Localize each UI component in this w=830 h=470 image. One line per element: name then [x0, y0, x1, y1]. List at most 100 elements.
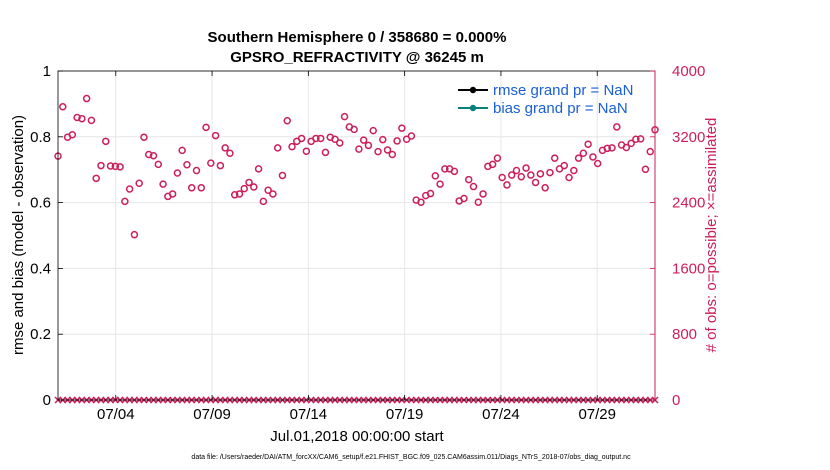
possible-obs-point	[541, 184, 549, 192]
possible-obs-point	[82, 94, 91, 103]
possible-obs-point	[383, 146, 392, 154]
possible-obs-point	[216, 161, 225, 170]
possible-obs-point	[135, 179, 143, 188]
possible-obs-point	[230, 191, 239, 199]
possible-obs-point	[226, 149, 234, 157]
possible-obs-point	[488, 160, 497, 169]
left-y-tick-label: 0	[43, 392, 51, 409]
possible-obs-point	[507, 171, 516, 179]
possible-obs-point	[546, 168, 554, 177]
possible-obs-point	[431, 172, 440, 180]
possible-obs-point	[393, 137, 401, 145]
possible-obs-point	[192, 166, 201, 175]
possible-obs-point	[550, 154, 559, 162]
x-tick-label: 07/29	[578, 406, 616, 423]
possible-obs-point	[603, 144, 611, 153]
left-y-tick-label: 0.8	[30, 129, 51, 146]
possible-obs-point	[522, 164, 530, 172]
possible-obs-point	[211, 131, 220, 140]
right-y-axis-ticks: 0 800 1600 2400 3200 4000	[650, 63, 705, 409]
possible-obs-point	[288, 142, 296, 151]
legend-bias-marker	[469, 104, 477, 112]
possible-obs-point	[207, 159, 215, 167]
left-y-tick-label: 0.4	[30, 260, 51, 277]
right-y-tick-label: 3200	[672, 129, 705, 146]
possible-obs-point	[78, 114, 86, 123]
possible-obs-point	[68, 130, 77, 139]
possible-obs-point	[641, 165, 650, 174]
right-y-tick-label: 0	[672, 392, 680, 409]
possible-obs-point	[517, 172, 526, 181]
possible-obs-point	[269, 190, 277, 198]
possible-obs-point	[632, 135, 640, 144]
possible-obs-point	[154, 160, 163, 169]
legend-rmse-label: rmse grand pr = NaN	[493, 82, 633, 99]
possible-obs-series	[54, 94, 659, 239]
possible-obs-point	[97, 161, 105, 170]
possible-obs-point	[608, 144, 616, 152]
possible-obs-point	[202, 123, 210, 132]
possible-obs-point	[364, 141, 373, 150]
possible-obs-point	[331, 135, 339, 144]
possible-obs-point	[479, 190, 487, 198]
possible-obs-point	[121, 197, 129, 206]
possible-obs-point	[125, 185, 134, 193]
possible-obs-point	[627, 139, 635, 148]
x-tick-label: 07/09	[193, 406, 231, 423]
possible-obs-point	[398, 124, 406, 132]
possible-obs-point	[369, 126, 377, 135]
possible-obs-point	[259, 197, 268, 206]
possible-obs-point	[250, 183, 258, 191]
possible-obs-point	[168, 190, 177, 198]
x-axis-label: Jul.01,2018 00:00:00 start	[270, 428, 444, 445]
possible-obs-point	[441, 165, 449, 173]
possible-obs-point	[92, 174, 100, 183]
possible-obs-point	[565, 173, 573, 182]
left-y-axis-ticks: 0 0.2 0.4 0.6 0.8 1	[30, 63, 63, 409]
possible-obs-point	[187, 184, 196, 192]
legend-rmse-marker	[469, 86, 477, 94]
possible-obs-point	[183, 161, 191, 169]
right-y-axis-label: # of obs: o=possible; ×=assimilated	[703, 118, 720, 353]
left-y-tick-label: 1	[43, 63, 51, 80]
possible-obs-point	[474, 198, 483, 206]
possible-obs-point	[111, 162, 120, 171]
possible-obs-point	[527, 171, 535, 179]
x-tick-label: 07/19	[386, 406, 424, 423]
x-tick-label: 07/14	[290, 406, 328, 423]
possible-obs-point	[622, 143, 631, 152]
possible-obs-point	[197, 184, 206, 192]
possible-obs-point	[159, 180, 167, 188]
possible-obs-point	[283, 117, 291, 125]
data-file-footnote: data file: /Users/raeder/DAI/ATM_forcXX/…	[191, 454, 631, 461]
chart-title: Southern Hemisphere 0 / 358680 = 0.000%	[208, 29, 507, 46]
possible-obs-point	[87, 116, 96, 125]
possible-obs-point	[73, 113, 81, 122]
possible-obs-point	[340, 112, 349, 121]
possible-obs-point	[359, 136, 368, 144]
possible-obs-point	[173, 169, 182, 177]
possible-obs-point	[316, 134, 325, 143]
possible-obs-point	[436, 180, 444, 188]
possible-obs-point	[149, 151, 158, 160]
possible-obs-point	[336, 139, 344, 147]
possible-obs-point	[531, 178, 540, 187]
possible-obs-point	[273, 144, 282, 152]
right-y-tick-label: 1600	[672, 260, 705, 277]
right-y-tick-label: 2400	[672, 195, 705, 212]
possible-obs-point	[116, 163, 124, 171]
legend-bias-label: bias grand pr = NaN	[493, 100, 628, 117]
possible-obs-point	[254, 165, 263, 173]
possible-obs-point	[264, 186, 272, 195]
plot-area	[58, 71, 655, 400]
possible-obs-point	[460, 194, 468, 203]
possible-obs-point	[584, 140, 592, 148]
possible-obs-point	[503, 181, 511, 189]
left-y-tick-label: 0.6	[30, 195, 51, 212]
possible-obs-point	[593, 159, 602, 168]
possible-obs-point	[374, 147, 382, 156]
x-tick-label: 07/04	[97, 406, 135, 423]
possible-obs-point	[560, 161, 569, 170]
possible-obs-point	[355, 145, 363, 153]
